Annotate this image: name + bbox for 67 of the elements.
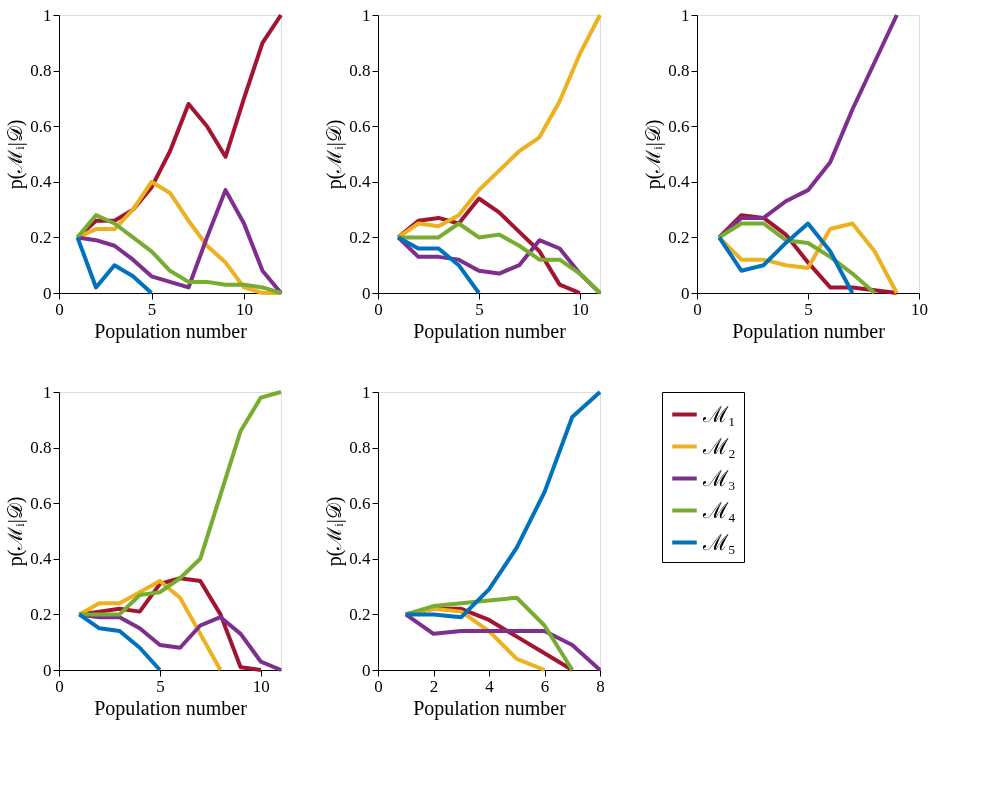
y-tick-label: 0.6 <box>30 116 52 136</box>
y-tick-label: 0.6 <box>349 116 371 136</box>
line-series <box>396 221 602 295</box>
y-tick-label: 0.6 <box>30 493 52 513</box>
x-axis-title: Population number <box>413 319 567 343</box>
legend-label: ℳ₁ <box>702 401 736 427</box>
x-axis-title: Population number <box>94 696 248 720</box>
y-tick-label: 0.8 <box>30 438 52 458</box>
y-axis-title: p(ℳᵢ|𝒟) <box>323 496 347 567</box>
y-tick-label: 1 <box>43 382 52 402</box>
y-tick-label: 0 <box>362 283 371 303</box>
y-tick-label: 0.2 <box>30 227 52 247</box>
x-tick-label: 8 <box>596 676 605 696</box>
y-tick-label: 0 <box>43 660 52 680</box>
y-tick-label: 0.4 <box>30 549 52 569</box>
x-axis-title: Population number <box>94 319 248 343</box>
y-tick-label: 0 <box>362 660 371 680</box>
y-tick-label: 0 <box>681 283 690 303</box>
legend-label: ℳ₃ <box>702 465 736 491</box>
y-tick-label: 0.4 <box>349 549 371 569</box>
line-series <box>403 612 602 672</box>
line-series <box>75 235 154 295</box>
y-axis-title: p(ℳᵢ|𝒟) <box>4 496 28 567</box>
y-tick-label: 0.2 <box>30 604 52 624</box>
x-tick-label: 10 <box>236 299 253 319</box>
x-axis-title: Population number <box>413 696 567 720</box>
x-tick-label: 5 <box>475 299 484 319</box>
y-tick-label: 0.2 <box>668 227 690 247</box>
y-axis-title: p(ℳᵢ|𝒟) <box>323 119 347 190</box>
x-tick-label: 10 <box>571 299 589 319</box>
x-tick-label: 10 <box>911 299 928 319</box>
y-tick-label: 0.8 <box>668 61 690 81</box>
x-tick-label: 5 <box>147 299 157 319</box>
line-series <box>717 13 899 240</box>
y-tick-label: 0.6 <box>668 116 690 136</box>
x-tick-label: 5 <box>804 299 813 319</box>
y-tick-label: 0.4 <box>30 172 52 192</box>
x-tick-label: 4 <box>485 676 495 696</box>
y-tick-label: 0.6 <box>349 493 371 513</box>
y-tick-label: 0.8 <box>30 61 52 81</box>
line-series <box>396 235 481 295</box>
line-series <box>75 213 283 295</box>
y-axis-title: p(ℳᵢ|𝒟) <box>4 119 28 190</box>
y-tick-label: 1 <box>43 5 52 25</box>
y-tick-label: 1 <box>362 5 371 25</box>
x-tick-label: 10 <box>252 676 270 696</box>
y-tick-label: 0 <box>43 283 52 303</box>
y-tick-label: 0.4 <box>349 172 371 192</box>
y-tick-label: 0.2 <box>349 604 371 624</box>
line-series <box>403 390 602 620</box>
y-tick-label: 0.2 <box>349 227 371 247</box>
y-tick-label: 0.8 <box>349 61 371 81</box>
y-axis-title: p(ℳᵢ|𝒟) <box>642 119 666 190</box>
x-tick-label: 2 <box>429 676 439 696</box>
line-series <box>77 390 283 617</box>
line-series <box>77 612 162 672</box>
legend-label: ℳ₂ <box>702 433 736 459</box>
legend-label: ℳ₅ <box>702 529 736 555</box>
y-tick-label: 0.4 <box>668 172 690 192</box>
x-tick-label: 6 <box>540 676 550 696</box>
y-tick-label: 1 <box>681 5 690 25</box>
y-tick-label: 1 <box>362 382 371 402</box>
line-series <box>77 579 223 672</box>
x-axis-title: Population number <box>732 319 886 343</box>
x-tick-label: 5 <box>156 676 165 696</box>
y-tick-label: 0.8 <box>349 438 371 458</box>
legend-label: ℳ₄ <box>702 497 736 523</box>
